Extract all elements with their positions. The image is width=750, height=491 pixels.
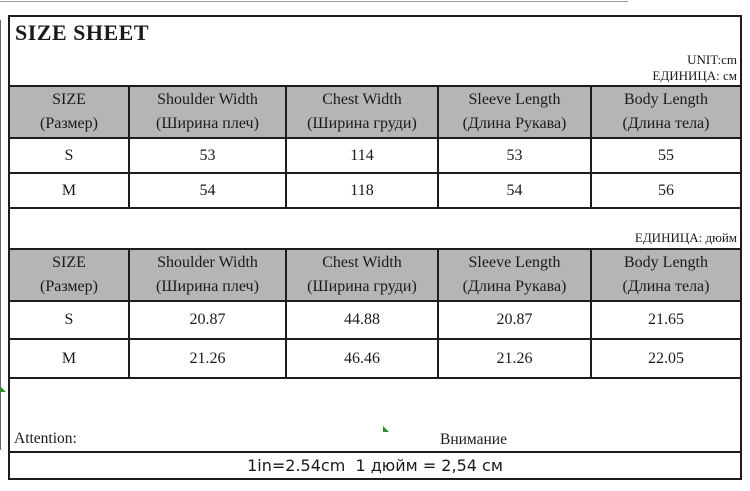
cm-table-header-row: SIZE (Размер) Shoulder Width (Ширина пле… bbox=[10, 85, 740, 137]
conversion-band: 1in=2.54cm 1 дюйм = 2,54 см bbox=[10, 451, 740, 478]
cm-s-shoulder: 53 bbox=[128, 139, 285, 172]
inch-s-sleeve: 20.87 bbox=[437, 302, 590, 338]
cm-header-body: Body Length (Длина тела) bbox=[590, 87, 740, 137]
inch-header-shoulder: Shoulder Width (Ширина плеч) bbox=[128, 250, 285, 300]
inch-m-size: M bbox=[61, 349, 77, 367]
unit-inch-band: ЕДИНИЦА: дюйм bbox=[10, 207, 740, 248]
cm-s-body: 55 bbox=[590, 139, 740, 172]
unit-cm-label-en: UNIT:cm bbox=[687, 52, 737, 67]
conversion-text: 1in=2.54cm 1 дюйм = 2,54 см bbox=[247, 456, 503, 475]
cm-header-size: SIZE (Размер) bbox=[40, 91, 98, 132]
inch-header-chest: Chest Width (Ширина груди) bbox=[285, 250, 437, 300]
cm-table-row-s: S 53 114 53 55 bbox=[10, 137, 740, 172]
inch-m-body: 22.05 bbox=[590, 340, 740, 377]
inch-table-header-row: SIZE (Размер) Shoulder Width (Ширина пле… bbox=[10, 248, 740, 300]
inch-table-row-m: M 21.26 46.46 21.26 22.05 bbox=[10, 338, 740, 377]
cm-header-shoulder: Shoulder Width (Ширина плеч) bbox=[128, 87, 285, 137]
cm-s-sleeve: 53 bbox=[437, 139, 590, 172]
cm-s-chest: 114 bbox=[285, 139, 437, 172]
cm-table-row-m: M 54 118 54 56 bbox=[10, 172, 740, 207]
attention-en-line1: Attention: bbox=[14, 430, 77, 447]
attention-text-en: Attention: Due to differeent methods,the… bbox=[14, 379, 250, 491]
cm-m-sleeve: 54 bbox=[437, 174, 590, 207]
cm-m-chest: 118 bbox=[285, 174, 437, 207]
inch-header-body: Body Length (Длина тела) bbox=[590, 250, 740, 300]
cm-m-shoulder: 54 bbox=[128, 174, 285, 207]
inch-s-shoulder: 20.87 bbox=[128, 302, 285, 338]
comment-flag-icon bbox=[0, 386, 6, 392]
inch-s-body: 21.65 bbox=[590, 302, 740, 338]
inch-header-sleeve: Sleeve Length (Длина Рукава) bbox=[437, 250, 590, 300]
cm-header-sleeve: Sleeve Length (Длина Рукава) bbox=[437, 87, 590, 137]
unit-cm-label-ru: ЕДИНИЦА: см bbox=[652, 68, 737, 83]
attention-ru-line1: Внимание bbox=[440, 431, 507, 448]
top-gridline bbox=[0, 1, 628, 2]
cm-header-chest: Chest Width (Ширина груди) bbox=[285, 87, 437, 137]
left-gridline bbox=[0, 20, 1, 450]
inch-table-row-s: S 20.87 44.88 20.87 21.65 bbox=[10, 300, 740, 338]
inch-header-size: SIZE (Размер) bbox=[40, 254, 98, 295]
attention-text-ru: Внимание из-за различных методов погрешн… bbox=[440, 380, 712, 491]
attention-band: Attention: Due to differeent methods,the… bbox=[10, 377, 740, 451]
unit-cm-block: UNIT:cm ЕДИНИЦА: см bbox=[652, 52, 737, 84]
cm-m-body: 56 bbox=[590, 174, 740, 207]
inch-s-chest: 44.88 bbox=[285, 302, 437, 338]
inch-m-sleeve: 21.26 bbox=[437, 340, 590, 377]
cm-s-size: S bbox=[64, 146, 74, 164]
title-band: SIZE SHEET UNIT:cm ЕДИНИЦА: см bbox=[10, 17, 740, 85]
unit-inch-label-ru: ЕДИНИЦА: дюйм bbox=[634, 230, 737, 245]
inch-m-chest: 46.46 bbox=[285, 340, 437, 377]
comment-flag-icon bbox=[383, 426, 389, 432]
inch-s-size: S bbox=[64, 311, 74, 328]
size-sheet-table: SIZE SHEET UNIT:cm ЕДИНИЦА: см SIZE (Раз… bbox=[8, 15, 742, 480]
page-title: SIZE SHEET bbox=[15, 20, 150, 45]
cm-m-size: M bbox=[61, 181, 77, 199]
inch-m-shoulder: 21.26 bbox=[128, 340, 285, 377]
